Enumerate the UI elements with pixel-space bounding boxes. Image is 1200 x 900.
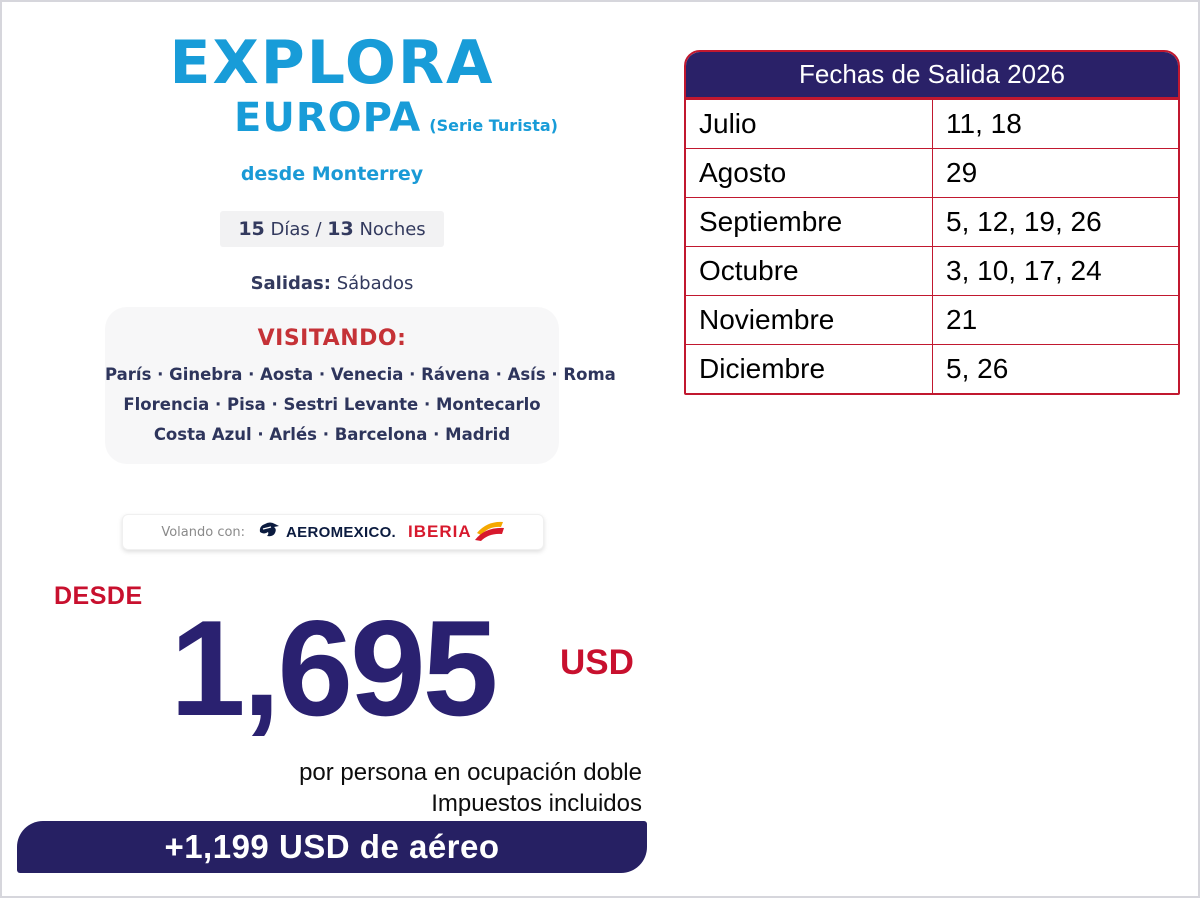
dates-cell: 29 [946,157,978,188]
departure-days: Salidas: Sábados [22,273,642,294]
visiting-box: VISITANDO: París · Ginebra · Aosta · Ven… [105,307,616,464]
table-row: Noviembre 21 [686,295,1178,344]
month-cell: Octubre [686,247,933,295]
month-cell: Noviembre [686,296,933,344]
origin-label: desde Monterrey [240,163,424,185]
table-row: Octubre 3, 10, 17, 24 [686,246,1178,295]
series-note: (Serie Turista) [429,116,558,135]
departures-table-title: Fechas de Salida 2026 [799,59,1065,89]
dates-cell: 3, 10, 17, 24 [946,255,1102,286]
airlines-bar: Volando con: AEROMEXICO. IBERIA [122,514,544,550]
visiting-line-2: Florencia · Pisa · Sestri Levante · Mont… [123,395,541,414]
iberia-swoosh-icon [474,519,505,546]
from-label: DESDE [54,582,143,610]
price-notes: por persona en ocupación doble Impuestos… [202,757,642,819]
iberia-logo: IBERIA [408,519,505,546]
price-amount: 1,695 [170,592,498,744]
salidas-value: Sábados [330,273,414,294]
visiting-line-3: Costa Azul · Arlés · Barcelona · Madrid [153,425,511,444]
month-cell: Agosto [686,149,933,197]
table-row: Agosto 29 [686,148,1178,197]
nights-label: Noches [353,219,426,240]
table-row: Septiembre 5, 12, 19, 26 [686,197,1178,246]
days-number: 15 [238,218,265,240]
subtitle-line: EUROPA (Serie Turista) [22,95,642,141]
visiting-cities: París · Ginebra · Aosta · Venecia · Ráve… [105,360,616,450]
air-supplement-banner: +1,199 USD de aéreo [17,821,647,873]
dates-cell: 21 [946,304,978,335]
table-row: Julio 11, 18 [686,99,1178,148]
departures-table: Fechas de Salida 2026 Julio 11, 18 Agost… [684,50,1180,395]
price-currency: USD [560,643,634,682]
price-note-occupancy: por persona en ocupación doble [299,759,642,786]
aeromexico-logo: AEROMEXICO. [257,520,396,545]
nights-number: 13 [327,218,354,240]
visiting-line-1: París · Ginebra · Aosta · Venecia · Ráve… [105,365,616,384]
price-note-taxes: Impuestos incluidos [431,790,642,817]
subtitle: EUROPA [234,95,422,141]
month-cell: Diciembre [686,345,933,393]
duration-badge: 15 Días / 13 Noches [220,211,444,247]
departures-table-header: Fechas de Salida 2026 [686,52,1178,99]
table-row: Diciembre 5, 26 [686,344,1178,393]
aeromexico-eagle-icon [257,520,281,545]
month-cell: Septiembre [686,198,933,246]
dates-cell: 5, 26 [946,353,1009,384]
dates-cell: 11, 18 [946,108,1022,139]
dates-cell: 5, 12, 19, 26 [946,206,1102,237]
air-supplement-text: +1,199 USD de aéreo [164,828,500,865]
iberia-wordmark: IBERIA [408,522,472,541]
visiting-title: VISITANDO: [257,326,407,351]
aeromexico-wordmark: AEROMEXICO. [286,523,397,541]
days-label: Días / [264,219,328,240]
page-title: EXPLORA [169,28,495,98]
flying-with-label: Volando con: [161,524,246,540]
salidas-label: Salidas: [250,273,331,294]
brand-block: EXPLORA EUROPA (Serie Turista) desde Mont… [22,28,642,295]
month-cell: Julio [686,100,933,148]
